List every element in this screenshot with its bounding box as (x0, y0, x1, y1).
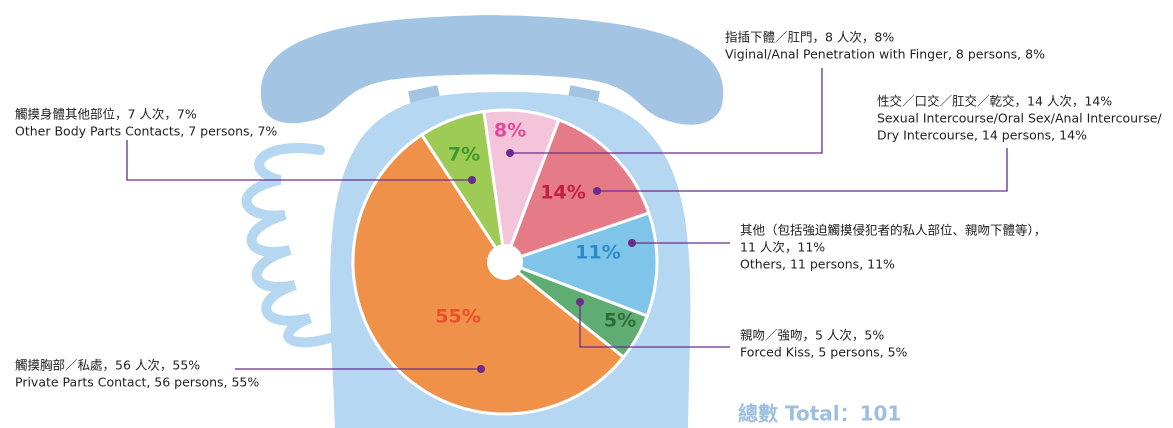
callout-text: Dry Intercourse, 14 persons, 14% (877, 128, 1087, 143)
callout-text: 性交／口交／肛交／乾交，14 人次，14% (877, 94, 1112, 109)
pie-slice (419, 109, 507, 263)
value-label: 11% (575, 242, 620, 264)
value-label: 8% (494, 120, 526, 142)
pie-slice (502, 117, 651, 265)
callout-text: 觸摸身體其他部位，7 人次，7% (15, 107, 197, 122)
pie-slice (351, 132, 626, 416)
callout-text: 11 人次，11% (740, 240, 825, 255)
callout-text: 指插下體／肛門，8 人次，8% (725, 30, 894, 45)
leader-dot (576, 298, 584, 306)
callout-text: Others, 11 persons, 11% (740, 257, 895, 272)
leader-dot (593, 187, 601, 195)
callout-text: Private Parts Contact, 56 persons, 55% (15, 375, 259, 390)
callout-text: 觸摸胸部／私處，56 人次，55% (15, 358, 200, 373)
total: 總數 Total：101 (738, 402, 901, 426)
value-label: 7% (448, 144, 480, 166)
leader-dot (468, 176, 476, 184)
leader-line (510, 68, 823, 154)
pie-hole (487, 244, 523, 280)
callout-text: 親吻／強吻，5 人次，5% (740, 328, 884, 343)
leader-dot (506, 149, 514, 157)
leader-line (597, 148, 1008, 192)
leader-dot (628, 239, 636, 247)
value-label: 5% (604, 310, 636, 332)
leader-dot (477, 365, 485, 373)
callout-text: Forced Kiss, 5 persons, 5% (740, 345, 908, 360)
callout-text: 其他（包括強迫觸摸侵犯者的私人部位、親吻下體等）， (740, 223, 1046, 238)
callout-text: Viginal/Anal Penetration with Finger, 8 … (725, 47, 1045, 62)
value-label: 55% (435, 306, 480, 328)
leader-line (579, 302, 730, 348)
callout-text: Other Body Parts Contacts, 7 persons, 7% (15, 124, 277, 139)
leader-line (126, 140, 472, 181)
callout-text: Sexual Intercourse/Oral Sex/Anal Interco… (877, 111, 1162, 126)
pie-slice (500, 211, 659, 318)
value-label: 14% (540, 182, 585, 204)
